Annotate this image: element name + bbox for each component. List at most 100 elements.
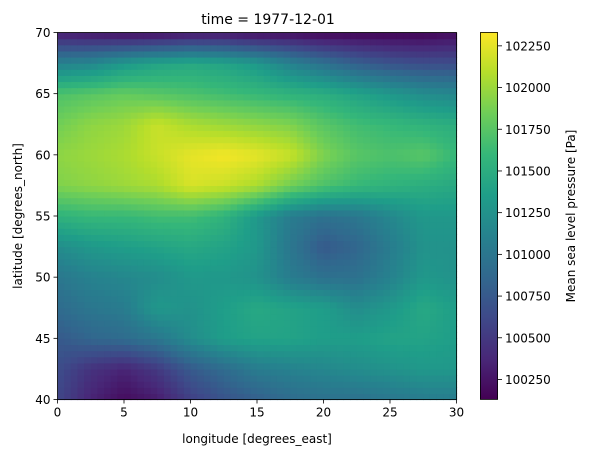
heatmap-cell xyxy=(363,338,371,346)
heatmap-cell xyxy=(243,173,251,180)
heatmap-cell xyxy=(64,222,72,229)
heatmap-cell xyxy=(443,56,451,64)
heatmap-cell xyxy=(77,99,85,107)
heatmap-cell xyxy=(263,338,271,346)
heatmap-cell xyxy=(243,99,251,107)
x-tick-label: 0 xyxy=(54,406,62,420)
heatmap-cell xyxy=(170,258,178,266)
heatmap-cell xyxy=(383,203,391,211)
heatmap-cell xyxy=(250,99,258,107)
heatmap-cell xyxy=(290,99,298,107)
heatmap-cell xyxy=(390,69,398,76)
heatmap-cell xyxy=(376,148,384,156)
heatmap-cell xyxy=(170,319,178,327)
heatmap-cell xyxy=(177,344,185,352)
heatmap-cell xyxy=(137,105,145,113)
heatmap-cell xyxy=(150,271,158,278)
heatmap-cell xyxy=(84,50,92,58)
heatmap-cell xyxy=(336,222,345,229)
heatmap-cell xyxy=(104,368,112,376)
heatmap-cell xyxy=(90,264,98,272)
heatmap-cell xyxy=(276,185,285,193)
heatmap-cell xyxy=(283,368,291,376)
heatmap-cell xyxy=(124,368,132,376)
heatmap-cell xyxy=(57,307,65,315)
heatmap-cell xyxy=(370,393,378,401)
heatmap-cell xyxy=(436,87,444,95)
heatmap-cell xyxy=(263,148,271,156)
heatmap-cell xyxy=(143,81,152,89)
heatmap-cell xyxy=(403,271,411,278)
heatmap-cell xyxy=(270,252,278,260)
heatmap-cell xyxy=(356,136,364,144)
heatmap-cell xyxy=(370,271,378,278)
heatmap-cell xyxy=(70,246,79,254)
heatmap-cell xyxy=(257,124,265,131)
heatmap-cell xyxy=(203,81,212,89)
heatmap-cell xyxy=(210,301,218,309)
heatmap-cell xyxy=(270,258,278,266)
heatmap-cell xyxy=(217,44,225,52)
heatmap-cell xyxy=(336,173,345,180)
heatmap-cell xyxy=(296,167,305,174)
heatmap-cell xyxy=(316,148,325,156)
heatmap-cell xyxy=(143,209,152,217)
heatmap-cell xyxy=(137,56,145,64)
heatmap-cell xyxy=(283,44,291,52)
heatmap-cell xyxy=(436,105,444,113)
heatmap-cell xyxy=(170,387,178,394)
heatmap-cell xyxy=(343,368,351,376)
heatmap-cell xyxy=(157,362,165,370)
heatmap-cell xyxy=(343,56,351,64)
heatmap-cell xyxy=(57,105,65,113)
heatmap-cell xyxy=(390,326,398,333)
heatmap-cell xyxy=(117,142,125,150)
heatmap-cell xyxy=(263,32,271,40)
heatmap-cell xyxy=(330,344,338,352)
heatmap-cell xyxy=(263,136,271,144)
heatmap-cell xyxy=(310,124,318,131)
heatmap-cell xyxy=(237,179,245,187)
heatmap-cell xyxy=(57,289,65,297)
heatmap-cell xyxy=(130,203,138,211)
heatmap-cell xyxy=(436,75,444,83)
heatmap-cell xyxy=(250,142,258,150)
heatmap-cell xyxy=(390,362,398,370)
heatmap-cell xyxy=(183,326,192,333)
heatmap-cell xyxy=(64,197,72,205)
heatmap-cell xyxy=(190,344,198,352)
heatmap-cell xyxy=(183,105,192,113)
heatmap-cell xyxy=(403,362,411,370)
heatmap-cell xyxy=(396,32,404,40)
heatmap-cell xyxy=(203,393,212,401)
heatmap-cell xyxy=(150,216,158,223)
heatmap-cell xyxy=(197,228,205,235)
heatmap-cell xyxy=(370,167,378,174)
heatmap-cell xyxy=(343,338,351,346)
heatmap-cell xyxy=(330,350,338,358)
heatmap-cell xyxy=(157,387,165,394)
heatmap-cell xyxy=(290,38,298,46)
heatmap-cell xyxy=(429,75,438,83)
heatmap-cell xyxy=(436,185,444,193)
heatmap-cell xyxy=(163,93,172,101)
heatmap-cell xyxy=(84,99,92,107)
heatmap-cell xyxy=(436,99,444,107)
heatmap-cell xyxy=(383,69,391,76)
heatmap-cell xyxy=(310,203,318,211)
heatmap-cell xyxy=(77,234,85,242)
heatmap-cell xyxy=(376,105,384,113)
heatmap-cell xyxy=(283,56,291,64)
heatmap-cell xyxy=(356,154,364,162)
heatmap-cell xyxy=(296,313,305,321)
heatmap-cell xyxy=(376,130,384,138)
heatmap-cell xyxy=(190,81,198,89)
heatmap-cell xyxy=(416,112,424,119)
heatmap-cell xyxy=(130,258,138,266)
heatmap-cell xyxy=(150,289,158,297)
heatmap-cell xyxy=(257,112,265,119)
heatmap-cell xyxy=(57,362,65,370)
heatmap-cell xyxy=(323,203,331,211)
heatmap-cell xyxy=(290,283,298,290)
heatmap-cell xyxy=(390,252,398,260)
